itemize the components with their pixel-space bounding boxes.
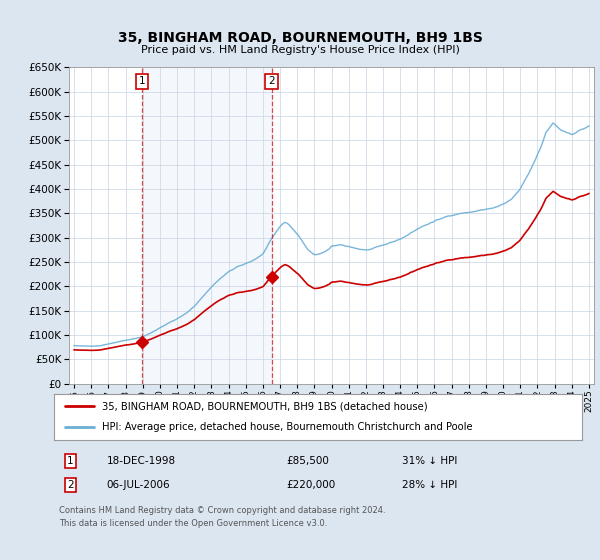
Text: £220,000: £220,000 <box>286 480 335 490</box>
Text: 1: 1 <box>139 76 145 86</box>
Text: 2: 2 <box>268 76 275 86</box>
Text: 28% ↓ HPI: 28% ↓ HPI <box>403 480 458 490</box>
Text: £85,500: £85,500 <box>286 456 329 466</box>
Bar <box>142 67 272 384</box>
Text: This data is licensed under the Open Government Licence v3.0.: This data is licensed under the Open Gov… <box>59 519 328 528</box>
Text: HPI: Average price, detached house, Bournemouth Christchurch and Poole: HPI: Average price, detached house, Bour… <box>101 422 472 432</box>
Text: 35, BINGHAM ROAD, BOURNEMOUTH, BH9 1BS (detached house): 35, BINGHAM ROAD, BOURNEMOUTH, BH9 1BS (… <box>101 401 427 411</box>
Text: 06-JUL-2006: 06-JUL-2006 <box>107 480 170 490</box>
Text: Price paid vs. HM Land Registry's House Price Index (HPI): Price paid vs. HM Land Registry's House … <box>140 45 460 55</box>
Text: 1: 1 <box>67 456 74 466</box>
Text: 35, BINGHAM ROAD, BOURNEMOUTH, BH9 1BS: 35, BINGHAM ROAD, BOURNEMOUTH, BH9 1BS <box>118 31 482 45</box>
Text: 31% ↓ HPI: 31% ↓ HPI <box>403 456 458 466</box>
Text: 18-DEC-1998: 18-DEC-1998 <box>107 456 176 466</box>
Text: 2: 2 <box>67 480 74 490</box>
Text: Contains HM Land Registry data © Crown copyright and database right 2024.: Contains HM Land Registry data © Crown c… <box>59 506 386 515</box>
